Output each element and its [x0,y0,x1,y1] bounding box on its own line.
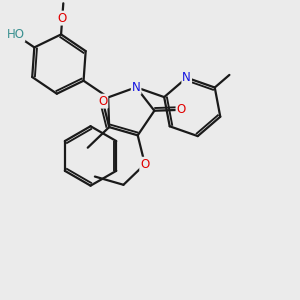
Text: O: O [58,12,67,25]
Text: HO: HO [6,28,24,41]
Text: O: O [140,158,149,171]
Text: O: O [98,94,107,108]
Text: O: O [176,103,186,116]
Text: N: N [132,81,140,94]
Text: N: N [182,71,191,84]
